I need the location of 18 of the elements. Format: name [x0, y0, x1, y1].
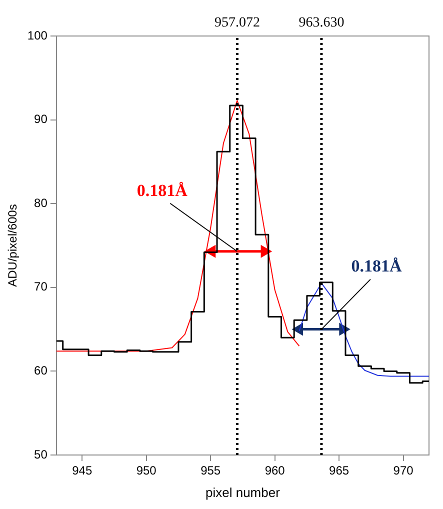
x-tick-label: 950 [136, 464, 157, 478]
y-tick-label: 80 [34, 196, 48, 210]
x-tick-label: 970 [393, 464, 414, 478]
x-tick-label: 960 [264, 464, 286, 478]
x-tick-label: 945 [72, 464, 92, 478]
ref-line-label: 957.072 [214, 16, 260, 31]
y-tick-label: 60 [34, 364, 48, 378]
annotation: 0.181Å [351, 256, 402, 276]
annotation: 0.181Å [136, 180, 188, 200]
y-axis-title: ADU/pixel/600s [6, 204, 20, 287]
x-axis-title: pixel number [205, 484, 281, 500]
y-tick-label: 70 [34, 280, 48, 294]
y-tick-label: 50 [34, 447, 48, 462]
y-tick-label: 100 [27, 28, 48, 42]
x-tick-label: 965 [329, 464, 350, 478]
y-tick-label: 90 [34, 112, 48, 126]
x-tick-label: 955 [200, 464, 221, 478]
ref-line-label: 963.630 [298, 16, 344, 31]
